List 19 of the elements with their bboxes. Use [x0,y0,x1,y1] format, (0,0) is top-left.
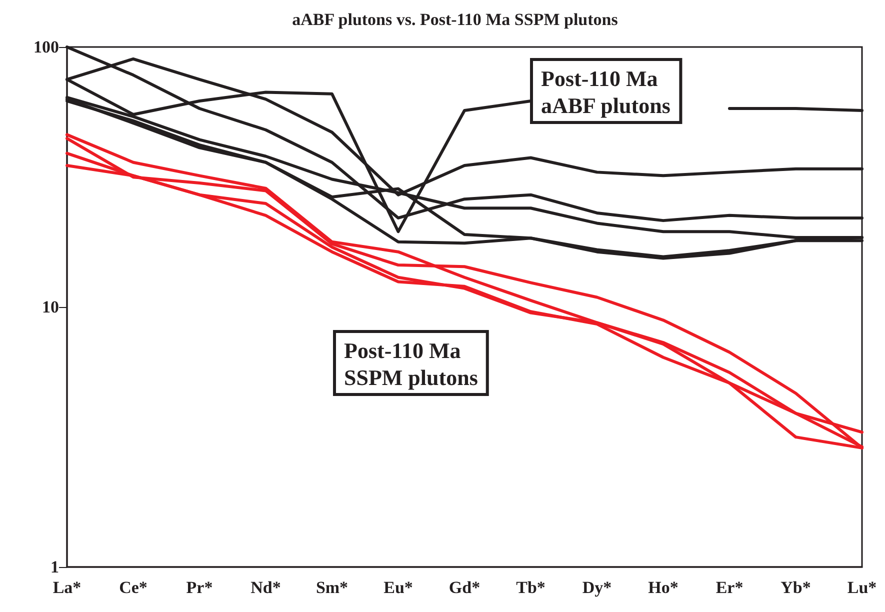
x-tick-label: Lu* [847,578,877,597]
x-tick-label: Sm* [316,578,348,597]
x-tick-label: Eu* [384,578,413,597]
x-tick-label: Ho* [648,578,678,597]
annotation: Post-110 Ma aABF plutons [541,66,671,118]
x-tick-label: Tb* [516,578,546,597]
y-tick-label: 1 [50,558,59,576]
x-tick-label: La* [52,578,82,597]
x-tick-label: Gd* [448,578,480,597]
x-tick-label: Pr* [186,578,213,597]
y-tick-label: 100 [34,38,59,56]
x-tick-label: Er* [716,578,744,597]
annotation: Post-110 Ma SSPM plutons [344,338,478,390]
x-tick-label: Yb* [780,578,811,597]
x-tick-label: Dy* [582,578,612,597]
x-tick-label: Ce* [119,578,148,597]
chart-title: aABF plutons vs. Post-110 Ma SSPM plutons [292,10,618,29]
y-tick-label: 10 [42,298,59,316]
x-tick-label: Nd* [250,578,281,597]
